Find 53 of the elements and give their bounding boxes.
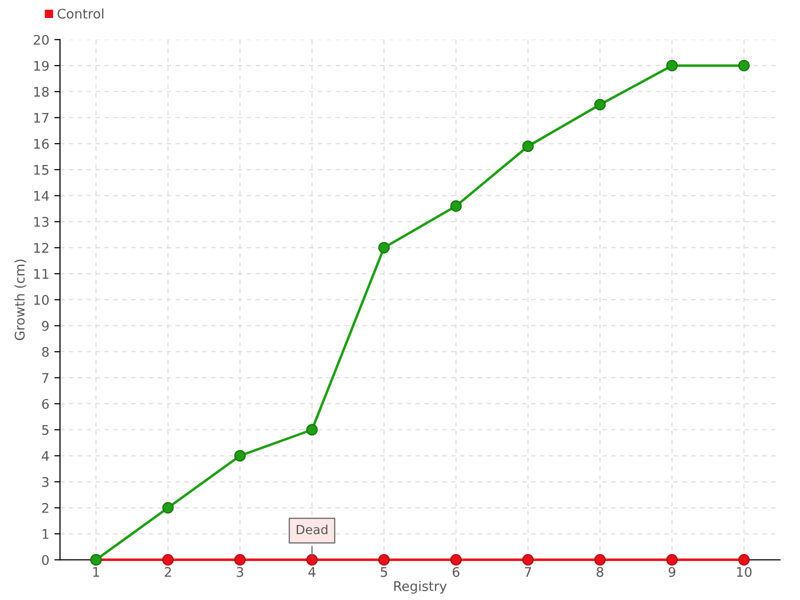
point — [522, 554, 534, 566]
y-tick-label: 11 — [34, 269, 48, 279]
point — [234, 554, 246, 566]
y-tick-label: 15 — [34, 165, 48, 175]
y-tick-label: 3 — [42, 476, 49, 487]
y-tick-label: 19 — [34, 60, 49, 71]
point — [306, 424, 318, 436]
y-tick-label: 20 — [34, 34, 49, 45]
point — [594, 554, 606, 566]
y-tick-label: 14 — [34, 191, 49, 201]
point — [450, 200, 462, 212]
x-tick-label: 6 — [452, 566, 460, 577]
y-tick-label: 7 — [42, 373, 48, 383]
y-tick-label: 0 — [42, 555, 49, 565]
x-tick-label: 7 — [524, 567, 532, 577]
x-tick-label: 1 — [93, 567, 99, 577]
point — [306, 554, 318, 566]
point — [162, 502, 174, 514]
y-tick-label: 9 — [42, 320, 49, 331]
x-tick-label: 8 — [596, 566, 604, 577]
y-tick-label: 17 — [34, 113, 48, 123]
x-tick-label: 10 — [737, 566, 752, 577]
point — [162, 554, 174, 566]
point — [594, 98, 606, 110]
y-tick-label: 13 — [34, 216, 49, 227]
x-tick-label: 4 — [308, 567, 316, 577]
legend-label: Control — [58, 8, 104, 19]
y-tick-label: 10 — [34, 294, 49, 305]
x-axis-title: Registry — [394, 580, 447, 594]
point — [234, 450, 246, 462]
y-tick-label: 5 — [42, 425, 48, 435]
y-tick-label: 18 — [34, 86, 49, 97]
y-tick-label: 2 — [42, 503, 48, 513]
point — [378, 554, 390, 566]
point — [738, 60, 750, 72]
y-tick-label: 8 — [42, 346, 49, 357]
x-tick-label: 2 — [164, 566, 171, 577]
y-tick-label: 6 — [42, 398, 49, 409]
x-tick-label: 5 — [380, 567, 388, 577]
y-axis-title: Growth (cm) — [14, 260, 26, 340]
x-tick-label: 9 — [668, 566, 676, 577]
point — [666, 554, 678, 566]
annotation: Dead — [296, 524, 328, 534]
y-tick-label: 12 — [34, 242, 48, 253]
y-tick-label: 4 — [42, 451, 49, 461]
point — [666, 60, 678, 72]
point — [522, 140, 534, 152]
y-tick-label: 1 — [42, 529, 48, 539]
x-tick-label: 3 — [236, 566, 244, 577]
point — [450, 554, 462, 566]
point — [378, 242, 390, 254]
point — [738, 554, 750, 566]
y-tick-label: 16 — [34, 138, 49, 149]
